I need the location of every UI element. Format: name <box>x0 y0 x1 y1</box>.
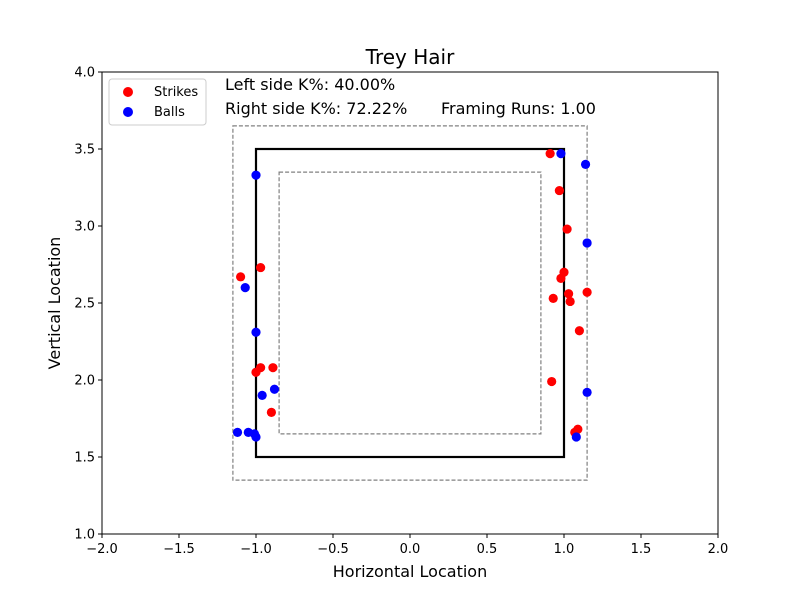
strike-point <box>256 262 266 273</box>
legend-marker-balls <box>123 107 133 117</box>
outer-zone-dashed <box>232 125 588 481</box>
x-tick-label: −0.5 <box>317 542 349 557</box>
y-tick-label: 3.0 <box>74 220 95 235</box>
legend-box <box>108 78 207 126</box>
ball-point <box>251 170 261 180</box>
strike-point <box>548 293 558 303</box>
right-k-annotation: Right side K%: 72.22% <box>225 99 407 118</box>
legend-label-strikes: Strikes <box>154 85 198 100</box>
ball-point <box>582 238 592 248</box>
inner-zone-dashed <box>278 171 542 435</box>
zones-layer <box>232 125 588 481</box>
ball-point <box>580 159 591 169</box>
x-axis: −2.0 −1.5 −1.0 −0.5 0.0 0.5 1.0 1.5 2.0 <box>86 534 728 557</box>
strike-zone <box>254 147 566 459</box>
y-tick-label: 2.0 <box>74 374 95 389</box>
points-layer <box>232 149 592 442</box>
y-tick-label: 2.5 <box>74 297 95 312</box>
ball-point <box>571 432 581 442</box>
x-tick-label: −2.0 <box>86 542 118 557</box>
ball-point <box>251 327 261 337</box>
strike-point <box>565 296 575 307</box>
strike-point <box>556 273 566 283</box>
framing-runs-annotation: Framing Runs: 1.00 <box>441 99 596 118</box>
y-axis: 1.0 1.5 2.0 2.5 3.0 3.5 4.0 <box>74 66 102 543</box>
strike-point <box>582 287 592 297</box>
strike-point <box>268 363 278 373</box>
y-tick-label: 1.0 <box>74 528 95 543</box>
x-tick-label: 0.0 <box>400 542 421 557</box>
y-tick-label: 1.5 <box>74 451 95 466</box>
strike-point <box>545 149 555 159</box>
left-k-annotation: Left side K%: 40.00% <box>225 75 395 94</box>
strike-point <box>266 407 276 417</box>
strike-point <box>547 376 557 387</box>
ball-point <box>240 283 250 293</box>
legend: Strikes Balls <box>108 78 207 126</box>
x-tick-label: 0.5 <box>477 542 498 557</box>
ball-point <box>232 427 243 437</box>
chart-title: Trey Hair <box>365 45 455 69</box>
strike-point <box>554 185 564 196</box>
strike-point <box>574 326 585 336</box>
strike-point <box>562 224 572 234</box>
ball-point <box>251 432 261 442</box>
y-tick-label: 4.0 <box>74 66 95 81</box>
x-tick-label: −1.5 <box>163 542 195 557</box>
strike-point <box>564 289 574 299</box>
x-tick-label: −1.0 <box>240 542 272 557</box>
plot-area <box>102 72 718 534</box>
legend-label-balls: Balls <box>154 105 185 120</box>
y-axis-label: Vertical Location <box>45 237 64 370</box>
ball-point <box>257 390 267 400</box>
ball-point <box>269 384 280 394</box>
legend-marker-strikes <box>123 87 133 97</box>
x-tick-label: 2.0 <box>708 542 729 557</box>
x-tick-label: 1.5 <box>631 542 652 557</box>
strike-point <box>236 272 246 282</box>
ball-point <box>582 387 592 397</box>
x-tick-label: 1.0 <box>554 542 575 557</box>
strike-point <box>251 367 261 377</box>
x-axis-label: Horizontal Location <box>333 562 487 581</box>
ball-point <box>556 149 566 159</box>
strike-point <box>573 424 583 434</box>
y-tick-label: 3.5 <box>74 143 95 158</box>
